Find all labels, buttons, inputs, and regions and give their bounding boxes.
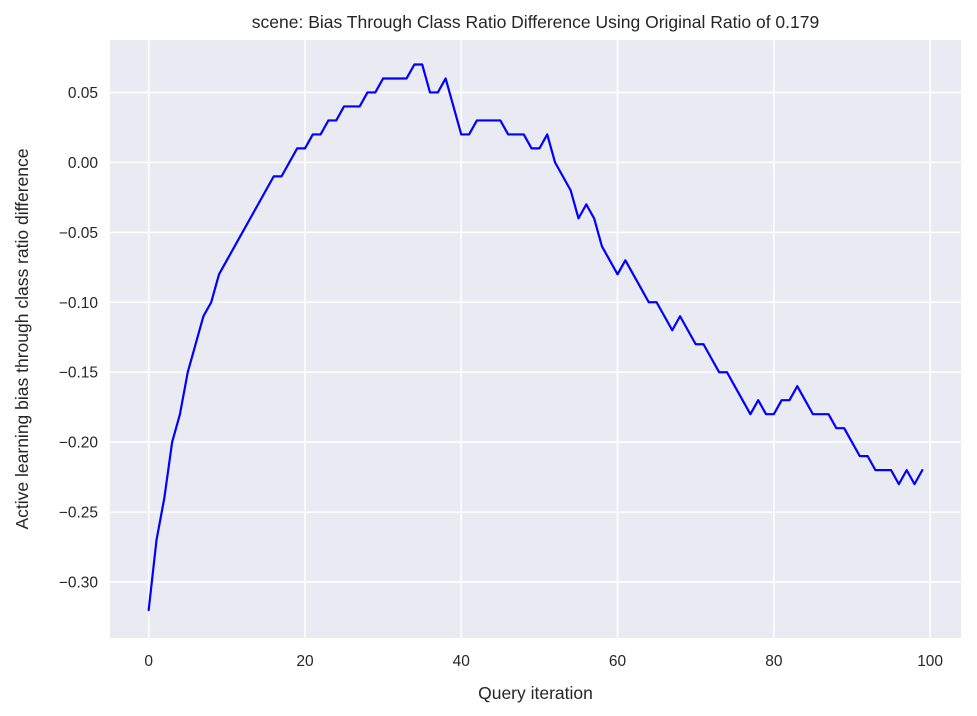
- y-tick-label: −0.30: [59, 575, 99, 592]
- y-tick-label: −0.20: [59, 435, 99, 452]
- grid-lines: [110, 40, 961, 638]
- x-tick-label: 80: [765, 653, 783, 670]
- y-tick-label: −0.25: [59, 505, 98, 522]
- y-tick-label: 0.00: [68, 155, 99, 172]
- y-tick-label: 0.05: [68, 85, 98, 102]
- y-tick-label: −0.10: [59, 295, 99, 312]
- y-axis-label: Active learning bias through class ratio…: [12, 148, 32, 529]
- x-tick-label: 100: [917, 653, 943, 670]
- y-tick-label: −0.05: [59, 225, 98, 242]
- y-tick-labels: −0.30 −0.25 −0.20 −0.15 −0.10 −0.05 0.00 0.05: [59, 85, 99, 592]
- data-series: [147, 63, 924, 612]
- x-tick-label: 60: [609, 653, 627, 670]
- x-tick-label: 0: [144, 653, 153, 670]
- x-tick-labels: 0 20 40 60 80 100: [144, 653, 943, 670]
- plot-background: [110, 40, 961, 638]
- x-tick-label: 40: [453, 653, 471, 670]
- x-tick-label: 20: [296, 653, 314, 670]
- chart-title: scene: Bias Through Class Ratio Differen…: [252, 12, 819, 32]
- series-line: [147, 63, 924, 612]
- x-axis-label: Query iteration: [478, 683, 593, 703]
- y-tick-label: −0.15: [59, 365, 98, 382]
